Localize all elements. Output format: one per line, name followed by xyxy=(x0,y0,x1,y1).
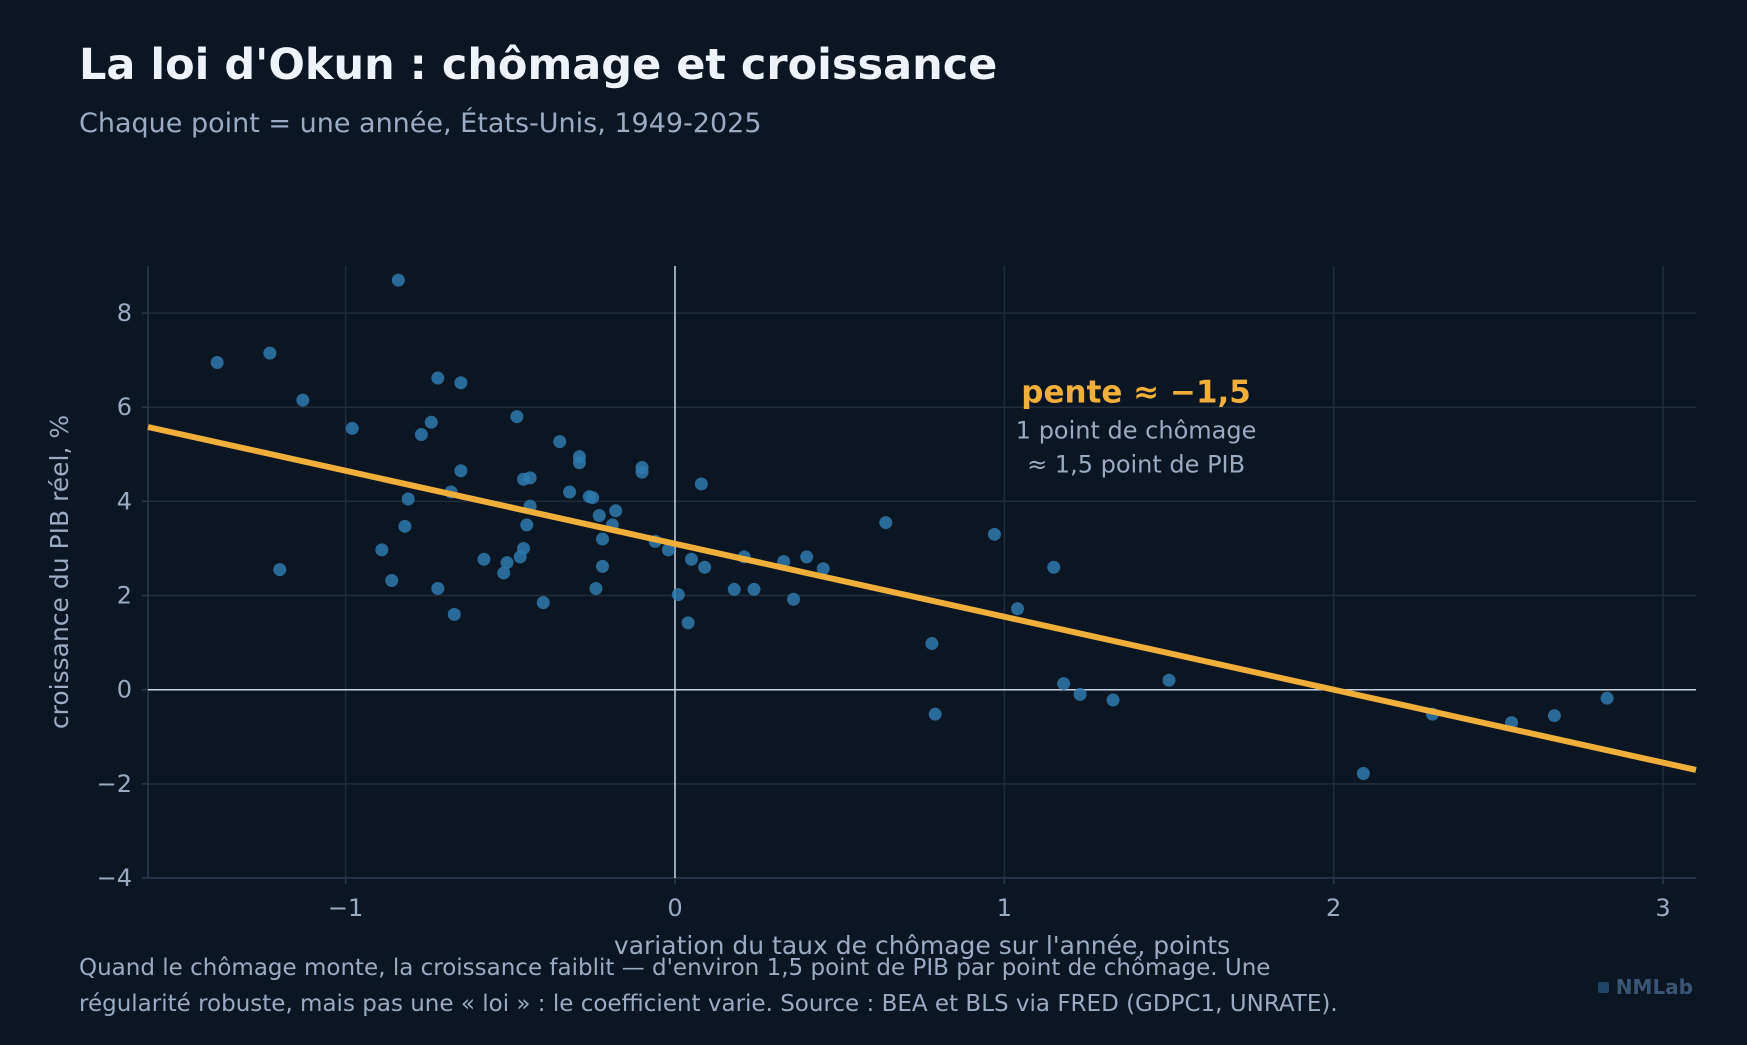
regression-line-group xyxy=(147,424,1697,773)
data-point xyxy=(536,596,550,610)
data-point xyxy=(698,560,712,574)
annotation: pente ≈ −1,5 1 point de chômage ≈ 1,5 po… xyxy=(1016,375,1257,479)
y-tick-label: 8 xyxy=(117,299,132,327)
y-tick-label: 0 xyxy=(117,676,132,704)
y-tick-label: −2 xyxy=(97,770,132,798)
data-point xyxy=(385,573,399,587)
data-point xyxy=(398,519,412,533)
x-tick-label: 1 xyxy=(997,894,1012,922)
data-point xyxy=(671,588,685,602)
data-point xyxy=(563,485,577,499)
data-point xyxy=(572,456,586,470)
data-point xyxy=(454,464,468,478)
data-point xyxy=(1356,766,1370,780)
x-axis-label: variation du taux de chômage sur l'année… xyxy=(614,931,1230,960)
x-tick-label: 3 xyxy=(1655,894,1670,922)
brand-label: NMLab xyxy=(1615,975,1693,999)
data-point xyxy=(414,428,428,442)
data-points xyxy=(210,273,1614,780)
data-point xyxy=(586,491,600,505)
caption-line-2: régularité robuste, mais pas une « loi »… xyxy=(79,991,1338,1017)
data-point xyxy=(879,516,893,530)
data-point xyxy=(523,471,537,485)
data-point xyxy=(928,707,942,721)
y-tick-label: 2 xyxy=(117,582,132,610)
data-point xyxy=(1073,687,1087,701)
data-point xyxy=(210,356,224,370)
grid-lines xyxy=(148,266,1696,879)
data-point xyxy=(375,543,389,557)
data-point xyxy=(553,435,567,449)
data-point xyxy=(447,607,461,621)
data-point xyxy=(1057,677,1071,691)
axes: −1 0 1 2 3 −4 −2 0 2 4 6 8 xyxy=(97,266,1696,922)
x-tick-label: −1 xyxy=(328,894,363,922)
data-point xyxy=(477,552,491,566)
data-point xyxy=(500,556,514,570)
data-point xyxy=(391,273,405,287)
caption-line-1: Quand le chômage monte, la croissance fa… xyxy=(79,955,1271,981)
data-point xyxy=(1011,602,1025,616)
data-point xyxy=(1106,693,1120,707)
x-tick-label: 0 xyxy=(667,894,682,922)
slope-annotation-line1: 1 point de chômage xyxy=(1016,417,1257,445)
data-point xyxy=(635,460,649,474)
data-point xyxy=(431,581,445,595)
data-point xyxy=(800,550,814,564)
data-point xyxy=(516,541,530,555)
y-tick-label: 6 xyxy=(117,393,132,421)
data-point xyxy=(589,581,603,595)
y-tick-label: 4 xyxy=(117,487,132,515)
data-point xyxy=(296,393,310,407)
data-point xyxy=(1047,560,1061,574)
slope-annotation-title: pente ≈ −1,5 xyxy=(1021,375,1251,411)
brand-logo: NMLab xyxy=(1597,975,1693,999)
chart-title: La loi d'Okun : chômage et croissance xyxy=(79,40,998,90)
data-point xyxy=(747,582,761,596)
data-point xyxy=(787,592,801,606)
data-point xyxy=(987,527,1001,541)
data-point xyxy=(1162,673,1176,687)
data-point xyxy=(510,410,524,424)
data-point xyxy=(454,376,468,390)
data-point xyxy=(681,616,695,630)
data-point xyxy=(661,543,675,557)
y-tick-label: −4 xyxy=(97,864,132,892)
data-point xyxy=(727,582,741,596)
data-point xyxy=(345,421,359,435)
data-point xyxy=(596,559,610,573)
data-point xyxy=(694,477,708,491)
data-point xyxy=(592,509,606,523)
data-point xyxy=(596,532,610,546)
data-point xyxy=(263,346,277,360)
data-point xyxy=(497,566,511,580)
data-point xyxy=(1547,709,1561,723)
data-point xyxy=(816,562,830,576)
y-axis-label: croissance du PIB réel, % xyxy=(45,415,74,729)
data-point xyxy=(609,504,623,518)
slope-annotation-line2: ≈ 1,5 point de PIB xyxy=(1027,451,1245,479)
brand-square-icon xyxy=(1597,981,1609,993)
data-point xyxy=(684,552,698,566)
chart-subtitle: Chaque point = une année, États-Unis, 19… xyxy=(79,108,762,139)
data-point xyxy=(424,415,438,429)
x-tick-label: 2 xyxy=(1326,894,1341,922)
data-point xyxy=(520,518,534,532)
data-point xyxy=(1600,691,1614,705)
data-point xyxy=(273,563,287,577)
data-point xyxy=(431,371,445,385)
regression-line xyxy=(147,424,1697,773)
chart-caption: Quand le chômage monte, la croissance fa… xyxy=(79,950,1529,1022)
data-point xyxy=(401,492,415,506)
data-point xyxy=(925,637,939,651)
